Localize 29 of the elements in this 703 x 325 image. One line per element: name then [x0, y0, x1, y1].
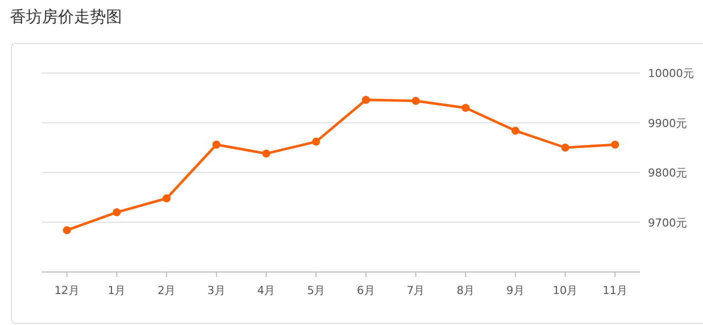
- point: [162, 194, 171, 202]
- x-tick-label: 10月: [552, 284, 578, 297]
- y-tick-label: 9800元: [648, 166, 687, 180]
- point: [611, 140, 620, 149]
- point: [462, 104, 470, 112]
- x-tick-label: 1月: [108, 284, 126, 297]
- x-tick-label: 8月: [456, 284, 475, 297]
- point: [262, 150, 270, 158]
- point: [212, 140, 220, 149]
- x-tick-label: 9月: [506, 284, 524, 297]
- x-tick-label: 5月: [307, 284, 326, 297]
- x-tick-label: 6月: [356, 284, 375, 297]
- point: [362, 96, 370, 104]
- point: [412, 96, 420, 105]
- point: [62, 226, 71, 234]
- y-tick-label: 9700元: [648, 216, 687, 230]
- y-tick-label: 9900元: [648, 116, 687, 130]
- x-tick-label: 7月: [406, 284, 425, 297]
- point: [312, 138, 320, 146]
- x-tick-label: 3月: [207, 284, 226, 297]
- y-tick-label: 10000元: [648, 67, 694, 80]
- x-tick-label: 12月: [54, 284, 80, 297]
- point: [112, 208, 121, 216]
- chart-title: 香坊房价走势图: [10, 7, 122, 26]
- x-tick-label: 2月: [158, 284, 176, 297]
- x-tick-label: 11月: [602, 284, 628, 297]
- point: [561, 144, 570, 152]
- point: [511, 126, 520, 135]
- x-tick-label: 4月: [257, 284, 276, 297]
